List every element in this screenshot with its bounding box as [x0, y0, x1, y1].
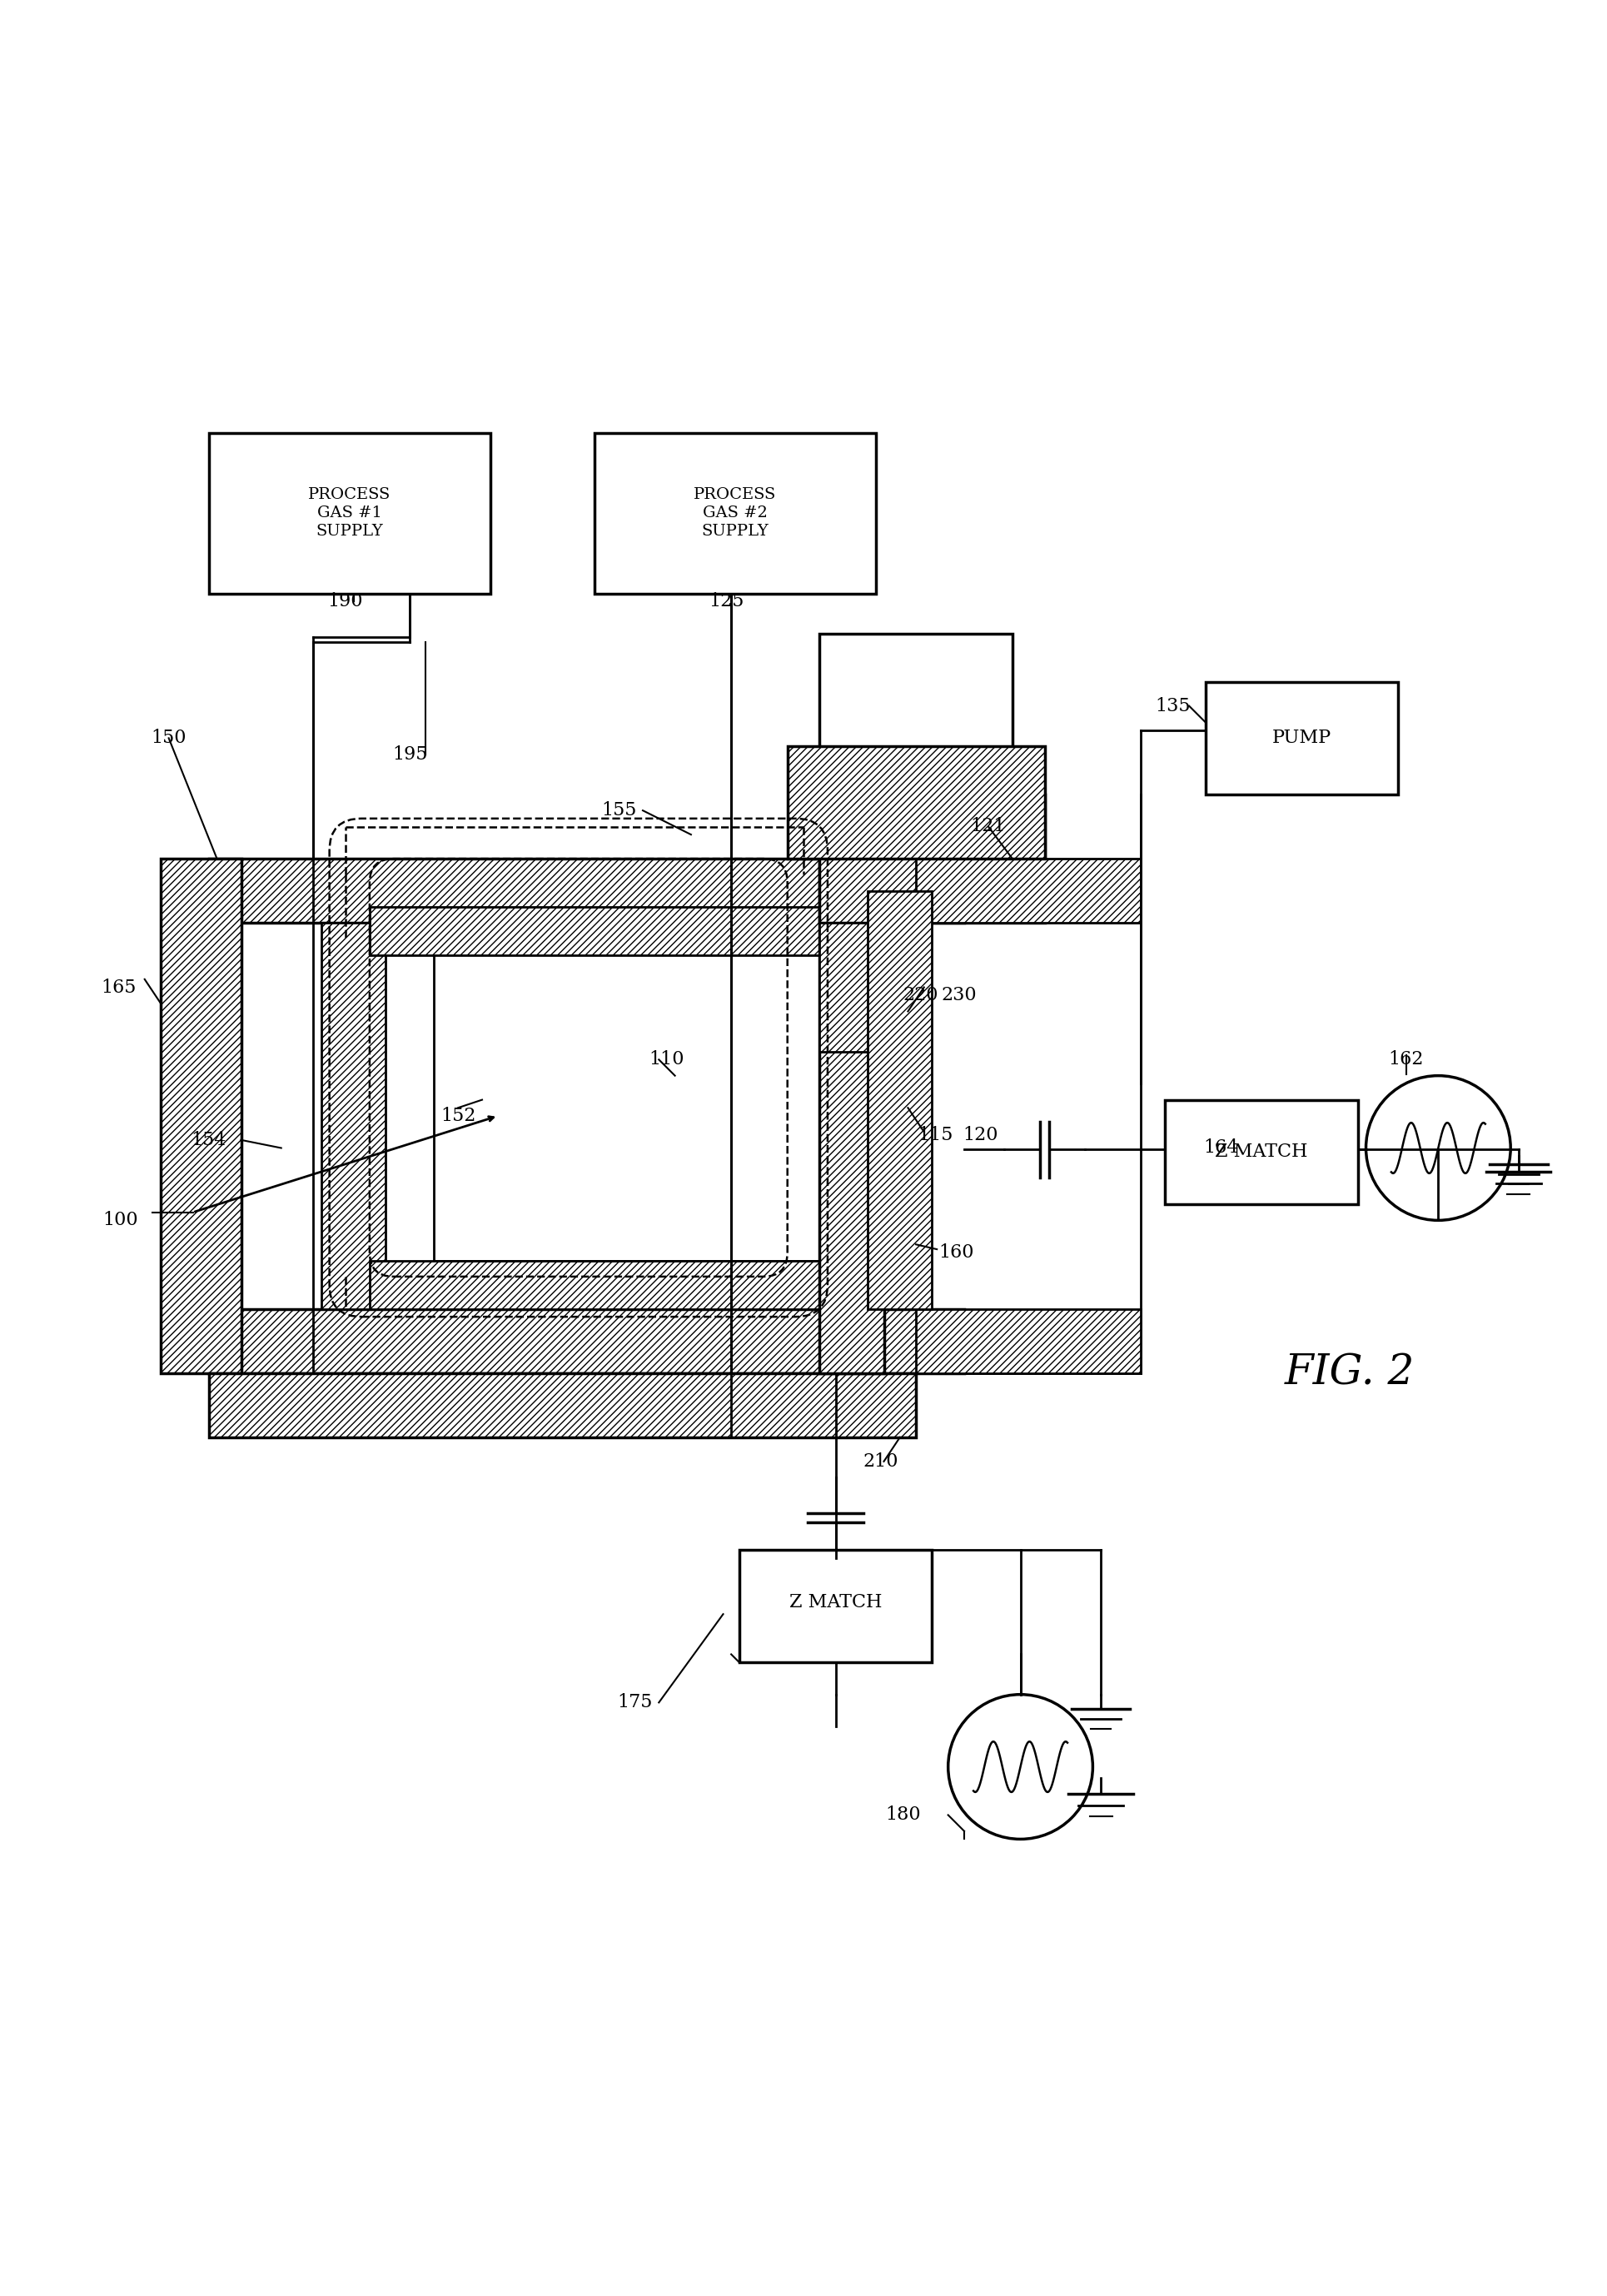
Bar [1165, 1100, 1358, 1205]
Text: 164: 164 [1204, 1139, 1239, 1157]
Text: 195: 195 [392, 746, 427, 762]
Text: 190: 190 [328, 592, 363, 611]
Bar [820, 923, 916, 1052]
Bar [434, 907, 820, 1261]
Text: 220: 220 [903, 987, 938, 1003]
Bar [1205, 682, 1398, 794]
Bar [321, 923, 386, 1309]
Text: 165: 165 [101, 978, 137, 996]
Text: 121: 121 [971, 817, 1006, 836]
Text: PROCESS
GAS #2
SUPPLY: PROCESS GAS #2 SUPPLY [694, 487, 776, 540]
Bar [370, 907, 820, 955]
Bar [820, 859, 884, 1373]
Text: 120: 120 [963, 1125, 998, 1143]
Bar [820, 634, 1012, 794]
Bar [787, 746, 1045, 859]
Text: 135: 135 [1155, 698, 1191, 714]
Text: 180: 180 [885, 1807, 921, 1825]
Text: 230: 230 [942, 987, 977, 1003]
Text: Z MATCH: Z MATCH [1215, 1143, 1308, 1162]
Text: FIG. 2: FIG. 2 [1284, 1352, 1416, 1394]
Text: Z MATCH: Z MATCH [789, 1593, 882, 1612]
Bar [739, 1550, 932, 1662]
Text: 162: 162 [1388, 1052, 1424, 1068]
Bar [868, 891, 932, 1309]
Text: 110: 110 [649, 1052, 685, 1068]
Bar [595, 432, 876, 592]
Text: 100: 100 [103, 1212, 138, 1228]
Text: 115: 115 [918, 1125, 953, 1143]
Text: 160: 160 [938, 1244, 974, 1261]
Text: PROCESS
GAS #1
SUPPLY: PROCESS GAS #1 SUPPLY [309, 487, 391, 540]
Bar [209, 1309, 964, 1373]
Bar [916, 1309, 1141, 1373]
Bar [209, 432, 490, 592]
Text: 152: 152 [440, 1107, 476, 1125]
Bar [161, 859, 241, 1373]
Bar [370, 1261, 820, 1309]
Text: 150: 150 [151, 730, 186, 746]
Text: PUMP: PUMP [1273, 730, 1331, 746]
Bar [209, 859, 964, 923]
Text: 154: 154 [191, 1132, 227, 1148]
Bar [916, 923, 1141, 1373]
Bar [209, 1373, 916, 1437]
Bar [820, 794, 1045, 923]
Text: 175: 175 [617, 1694, 652, 1713]
Text: 210: 210 [863, 1453, 898, 1469]
Text: 125: 125 [709, 592, 744, 611]
Text: 155: 155 [601, 801, 636, 820]
Bar [916, 859, 1141, 923]
